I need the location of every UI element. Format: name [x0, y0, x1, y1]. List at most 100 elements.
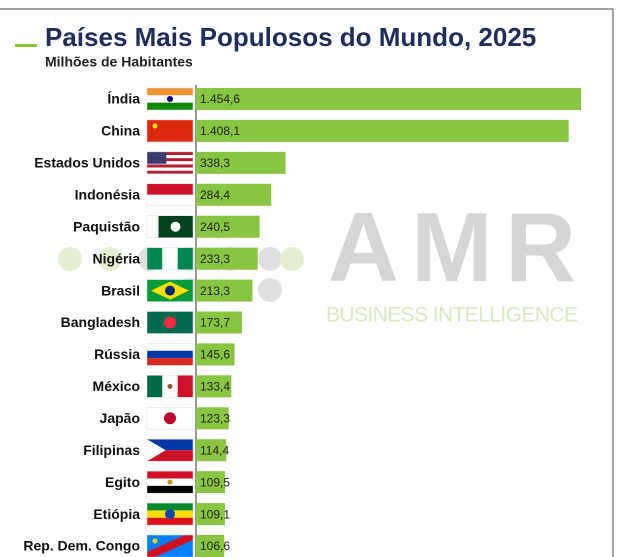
watermark-dot: [98, 247, 122, 271]
flag-band: [147, 155, 193, 159]
category-label: Indonésia: [75, 186, 141, 202]
flag: [146, 87, 194, 111]
bar: [196, 471, 225, 494]
value-label: 213,3: [200, 284, 230, 298]
flag-emblem: [167, 383, 173, 389]
flag-band: [147, 439, 193, 451]
bar: [196, 247, 258, 270]
flag-emblem: [165, 285, 175, 296]
category-label: Índia: [107, 91, 140, 107]
flag-border: [146, 311, 194, 334]
flag-border: [146, 470, 194, 494]
value-label: 109,1: [200, 507, 230, 521]
flag-band: [147, 247, 163, 270]
flag-band: [147, 158, 193, 162]
value-label: 284,4: [200, 188, 230, 202]
flag-border: [146, 215, 194, 238]
flag-band: [147, 167, 193, 171]
flag-border: [146, 502, 194, 526]
flag-border: [146, 183, 194, 207]
category-label: Etiópia: [93, 506, 140, 522]
flag: [146, 407, 194, 430]
flag-border: [146, 151, 194, 175]
flag-band: [147, 503, 193, 511]
value-label: 123,3: [200, 411, 230, 425]
value-label: 114,4: [200, 443, 229, 457]
flag: [146, 183, 194, 207]
value-label: 1.408,1: [200, 124, 240, 138]
flag-band: [147, 88, 193, 96]
category-label: México: [93, 378, 140, 394]
bar: [196, 503, 225, 526]
flag-band: [147, 450, 193, 462]
flag-band: [147, 517, 193, 526]
flag-band: [177, 375, 193, 398]
flag-band: [147, 164, 193, 168]
flag-band: [147, 350, 193, 359]
flag: [146, 119, 194, 143]
bar: [196, 183, 272, 206]
flag-band: [147, 215, 159, 238]
value-label: 1.454,6: [200, 92, 240, 106]
flag-emblem: [165, 509, 175, 520]
flag-band: [147, 170, 193, 174]
watermark-dot: [258, 278, 282, 302]
bar: [196, 151, 286, 174]
flag: [146, 343, 194, 366]
flag-diagonal: [147, 535, 193, 557]
flag-emblem: [164, 412, 176, 425]
bar: [196, 375, 232, 398]
flag-canton: [147, 151, 167, 164]
category-label: Rep. Dem. Congo: [23, 538, 140, 554]
bar: [196, 311, 242, 334]
category-label: Filipinas: [83, 442, 140, 458]
bar: [196, 343, 235, 366]
category-label: Nigéria: [93, 250, 141, 266]
flag-band: [147, 358, 193, 366]
flag-band: [177, 247, 193, 270]
watermark-tagline: BUSINESS INTELLIGENCE: [326, 304, 578, 327]
flag-band: [147, 471, 193, 479]
flag-star: [152, 538, 158, 544]
bar: [196, 279, 253, 302]
bar: [196, 215, 260, 238]
category-label: Paquistão: [73, 218, 140, 234]
flag: [146, 247, 194, 270]
bar: [196, 88, 581, 110]
flag-emblem: [170, 221, 181, 232]
value-label: 240,5: [200, 220, 230, 234]
watermark-dot: [280, 247, 304, 271]
flag-border: [146, 534, 194, 557]
flag-band: [147, 485, 193, 494]
flag-band: [147, 161, 193, 165]
flag-border: [146, 407, 194, 430]
watermark-brand: AMR: [328, 192, 576, 302]
flag: [146, 502, 194, 526]
flag-border: [146, 343, 194, 366]
flag-emblem: [164, 316, 176, 329]
flag-band: [147, 183, 193, 195]
flag-emblem: [167, 96, 173, 102]
flag-border: [146, 87, 194, 111]
flag: [146, 279, 194, 302]
value-label: 106,6: [200, 539, 230, 553]
chart-subtitle: Milhões de Habitantes: [45, 54, 193, 70]
flag-band: [162, 247, 178, 270]
flag-band: [147, 194, 193, 206]
flag-band: [147, 102, 193, 110]
flag-emblem: [167, 479, 173, 485]
flag-band: [181, 215, 193, 238]
bar: [196, 407, 229, 430]
category-label: Rússia: [94, 346, 140, 362]
flag-band: [147, 343, 193, 351]
flag: [146, 151, 194, 175]
title-accent: [15, 44, 37, 47]
flag-band: [147, 375, 163, 398]
flag-border: [146, 119, 194, 143]
category-label: Estados Unidos: [34, 155, 140, 171]
flag: [146, 311, 194, 334]
value-label: 133,4: [200, 380, 230, 394]
value-label: 145,6: [200, 348, 230, 362]
flag: [146, 438, 194, 462]
